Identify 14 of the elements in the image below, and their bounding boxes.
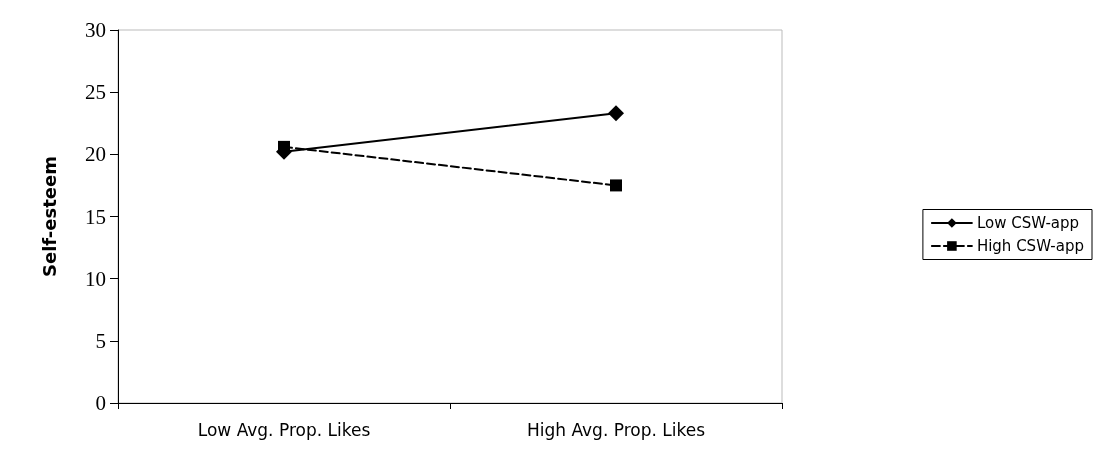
x-tick-label: Low Avg. Prop. Likes xyxy=(197,419,371,440)
x-tick-label: High Avg. Prop. Likes xyxy=(526,419,706,440)
point xyxy=(610,179,622,192)
y-tick-label: 30 xyxy=(85,18,106,42)
y-tick-label: 15 xyxy=(85,204,106,229)
y-tick-label: 5 xyxy=(95,328,106,353)
y-axis-title: Self-esteem xyxy=(38,155,60,278)
y-tick-label: 25 xyxy=(85,80,106,105)
y-tick-label: 10 xyxy=(85,266,106,291)
legend-label: High CSW-app xyxy=(976,237,1084,255)
y-tick-label: 20 xyxy=(85,142,106,167)
legend-label: Low CSW-app xyxy=(976,214,1080,232)
point xyxy=(608,105,624,122)
y-tick-label: 0 xyxy=(95,391,106,415)
